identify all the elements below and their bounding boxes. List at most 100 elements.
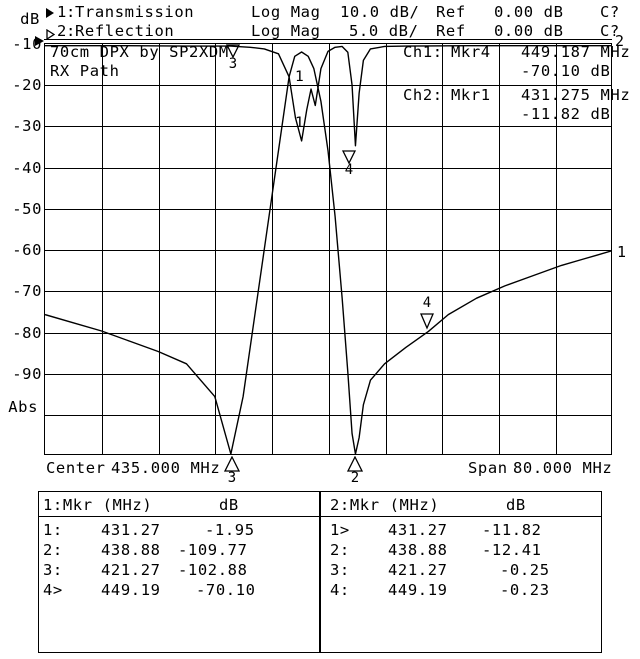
span-label: Span (468, 459, 508, 477)
marker-table-ch1-row-1-db: -1.95 (205, 521, 255, 539)
gridline-h-3 (45, 168, 611, 169)
marker-table-ch1-row-2-freq: 438.88 (101, 541, 161, 559)
y-axis-unit-label: dB (20, 10, 40, 28)
gridline-v-6 (386, 44, 387, 454)
graph-marker-4-transmission-label: 4 (422, 295, 432, 311)
graph-marker-3-axis-label: 3 (227, 470, 237, 486)
graph-marker-3-axis[interactable]: 3 (224, 456, 240, 485)
marker-table-ch2-row-3-db: -0.25 (500, 561, 550, 579)
marker-table-ch2-col-db: dB (506, 496, 526, 514)
channel-2-ref-value[interactable]: 0.00 dB (494, 22, 564, 40)
y-axis-tick--50: -50 (12, 200, 42, 218)
marker-table-ch2-row-4-db: -0.23 (500, 581, 550, 599)
gridline-v-9 (556, 44, 557, 454)
readout-ch2-marker: Mkr1 (451, 86, 491, 104)
center-frequency-value[interactable]: 435.000 MHz (111, 459, 221, 477)
channel-1-ref-value[interactable]: 0.00 dB (494, 3, 564, 21)
graph-marker-3-top[interactable]: 3 (225, 44, 241, 71)
channel-1-ref-label: Ref (436, 3, 466, 21)
channel-1-format[interactable]: Log Mag (251, 3, 321, 21)
gridline-h-5 (45, 250, 611, 251)
y-axis-tick--90: -90 (12, 365, 42, 383)
readout-ch1-channel: Ch1: (403, 43, 443, 61)
graph-marker-4-notch-label: 4 (344, 162, 354, 178)
marker-table-ch2-header-rule (320, 516, 601, 517)
channel-1-selector: 1 (57, 3, 67, 21)
graph-marker-1-lower-label: 1 (295, 115, 305, 131)
marker-table-divider (320, 492, 321, 652)
y-axis-tick--70: -70 (12, 282, 42, 300)
gridline-v-4 (272, 44, 273, 454)
channel-2-header[interactable]: 2 : Reflection Log Mag 5.0 dB/ Ref 0.00 … (0, 21, 640, 41)
trace-end-label-1: 1 (617, 243, 627, 261)
center-frequency-label: Center (46, 459, 106, 477)
gridline-h-4 (45, 209, 611, 210)
y-axis-mode-label: Abs (8, 398, 38, 416)
readout-ch1-marker: Mkr4 (451, 43, 491, 61)
graph-marker-4-transmission[interactable]: 4 (419, 295, 435, 330)
readout-ch2-channel: Ch2: (403, 86, 443, 104)
channel-2-cal-status[interactable]: C? (600, 22, 620, 40)
marker-table-ch1-row-3-id: 3: (43, 561, 63, 579)
channel-2-inactive-triangle-icon (46, 25, 56, 41)
readout-ch2-level: -11.82 dB (521, 105, 611, 123)
marker-table-ch2-row-2-db: -12.41 (482, 541, 542, 559)
marker-table-ch1[interactable]: 1:Mkr (MHz) dB 1: 431.27 -1.95 2: 438.88… (38, 491, 320, 653)
marker-table-ch2[interactable]: 2:Mkr (MHz) dB 1> 431.27 -11.82 2: 438.8… (320, 491, 602, 653)
readout-ch2-frequency: 431.275 MHz (521, 86, 631, 104)
marker-table-ch1-row-3-db: -102.88 (178, 561, 248, 579)
marker-table-ch1-row-3-freq: 421.27 (101, 561, 161, 579)
marker-table-ch1-row-4-freq: 449.19 (101, 581, 161, 599)
marker-table-ch1-header-rule (39, 516, 319, 517)
graph-marker-2-axis[interactable]: 2 (347, 456, 363, 485)
gridline-v-7 (442, 44, 443, 454)
channel-1-cal-status[interactable]: C? (600, 3, 620, 21)
y-axis-tick--40: -40 (12, 159, 42, 177)
span-value[interactable]: 80.000 MHz (513, 459, 613, 477)
marker-table-ch1-row-2-id: 2: (43, 541, 63, 559)
channel-1-header[interactable]: 1 : Transmission Log Mag 10.0 dB/ Ref 0.… (0, 2, 640, 22)
marker-table-ch2-row-4-id: 4: (330, 581, 350, 599)
marker-table-ch1-col-db: dB (219, 496, 239, 514)
readout-ch1-level: -70.10 dB (521, 62, 611, 80)
marker-table-ch2-row-2-freq: 438.88 (388, 541, 448, 559)
marker-table-ch1-title: 1:Mkr (MHz) (43, 496, 153, 514)
graph-marker-3-top-label: 3 (228, 56, 238, 72)
gridline-v-5 (329, 44, 330, 454)
marker-table-ch2-row-1-freq: 431.27 (388, 521, 448, 539)
trace-end-label-2: 2 (615, 32, 625, 50)
channel-1-name[interactable]: Transmission (75, 3, 195, 21)
gridline-v-3 (215, 44, 216, 454)
gridline-h-8 (45, 374, 611, 375)
gridline-h-9 (45, 415, 611, 416)
gridline-h-1 (45, 85, 611, 86)
marker-table-ch2-row-3-id: 3: (330, 561, 350, 579)
graph-marker-4-notch[interactable]: 4 (341, 150, 357, 177)
marker-table-ch1-row-1-freq: 431.27 (101, 521, 161, 539)
graph-marker-2-axis-label: 2 (350, 470, 360, 486)
y-axis-tick--10: -10 (12, 35, 42, 53)
transmission-trace (45, 51, 611, 454)
graph-marker-1-upper-label: 1 (295, 69, 305, 85)
gridline-v-1 (102, 44, 103, 454)
graph-top-rule (44, 39, 612, 40)
channel-2-ref-label: Ref (436, 22, 466, 40)
channel-2-scale[interactable]: 5.0 dB/ (349, 22, 419, 40)
marker-table-ch2-row-1-db: -11.82 (482, 521, 542, 539)
marker-table-ch2-row-1-id: 1> (330, 521, 350, 539)
marker-table-ch1-row-2-db: -109.77 (178, 541, 248, 559)
graph-graticule[interactable] (44, 43, 612, 455)
gridline-h-7 (45, 333, 611, 334)
channel-2-format[interactable]: Log Mag (251, 22, 321, 40)
y-axis-tick--80: -80 (12, 324, 42, 342)
channel-1-active-triangle-icon (46, 8, 54, 18)
channel-1-scale[interactable]: 10.0 dB/ (340, 3, 420, 21)
y-axis-tick--60: -60 (12, 241, 42, 259)
channel-2-name[interactable]: Reflection (75, 22, 175, 40)
marker-table-ch1-row-1-id: 1: (43, 521, 63, 539)
channel-2-selector: 2 (57, 22, 67, 40)
gridline-v-8 (499, 44, 500, 454)
readout-ch1-frequency: 449.187 MHz (521, 43, 631, 61)
reference-level-arrow-icon (35, 36, 44, 46)
